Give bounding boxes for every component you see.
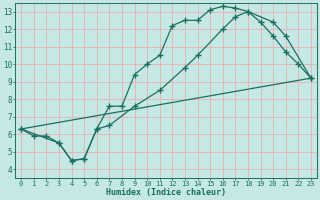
X-axis label: Humidex (Indice chaleur): Humidex (Indice chaleur): [106, 188, 226, 197]
